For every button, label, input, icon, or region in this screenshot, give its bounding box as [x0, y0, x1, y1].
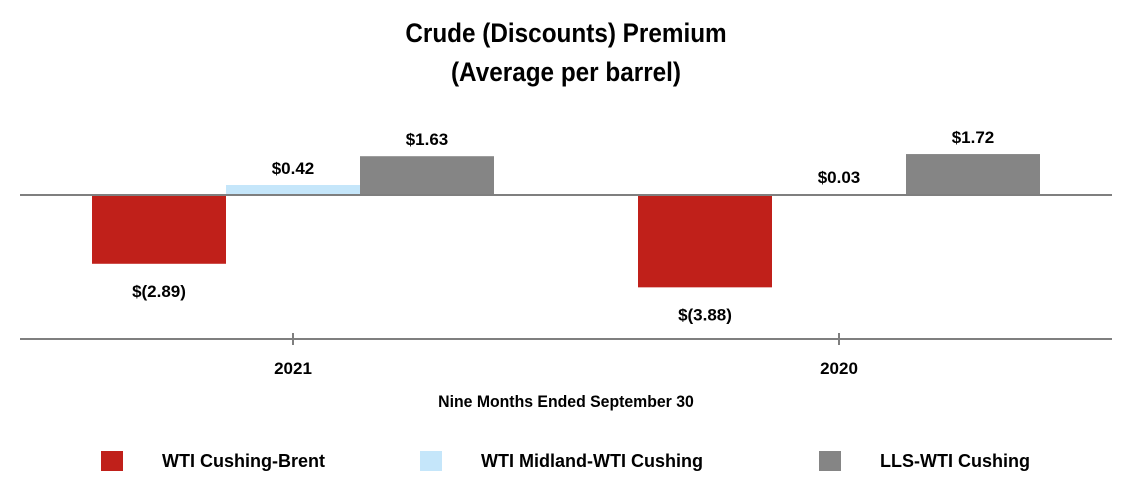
- x-tick-label-2021: 2021: [274, 359, 312, 378]
- legend-swatch-wti-cushing-brent: [101, 451, 123, 471]
- data-label-lls-wti-cushing-2021: $1.63: [406, 130, 449, 149]
- bar-lls-wti-cushing-2020: [906, 154, 1040, 195]
- data-label-lls-wti-cushing-2020: $1.72: [952, 128, 995, 147]
- bar-chart: 2021 2020 $(2.89) $0.42 $1.63 $(3.88) $0.03 $1…: [20, 128, 1112, 378]
- bar-lls-wti-cushing-2021: [360, 156, 494, 195]
- data-label-wti-midland-wti-cushing-2021: $0.42: [272, 159, 315, 178]
- data-label-wti-midland-wti-cushing-2020: $0.03: [818, 168, 861, 187]
- legend-label-wti-cushing-brent: WTI Cushing-Brent: [162, 451, 325, 471]
- x-tick-label-2020: 2020: [820, 359, 858, 378]
- x-axis-title: Nine Months Ended September 30: [438, 392, 694, 411]
- data-label-wti-cushing-brent-2021: $(2.89): [132, 282, 186, 301]
- bar-wti-midland-wti-cushing-2021: [226, 185, 360, 195]
- bar-wti-cushing-brent-2021: [92, 195, 226, 264]
- chart-title-line1: Crude (Discounts) Premium: [405, 18, 727, 48]
- data-label-wti-cushing-brent-2020: $(3.88): [678, 305, 732, 324]
- legend-label-lls-wti-cushing: LLS-WTI Cushing: [880, 451, 1030, 471]
- legend-swatch-wti-midland-wti-cushing: [420, 451, 442, 471]
- legend-swatch-lls-wti-cushing: [819, 451, 841, 471]
- chart-title-line2: (Average per barrel): [450, 57, 682, 87]
- legend-label-wti-midland-wti-cushing: WTI Midland-WTI Cushing: [481, 451, 703, 471]
- bar-wti-cushing-brent-2020: [638, 195, 772, 288]
